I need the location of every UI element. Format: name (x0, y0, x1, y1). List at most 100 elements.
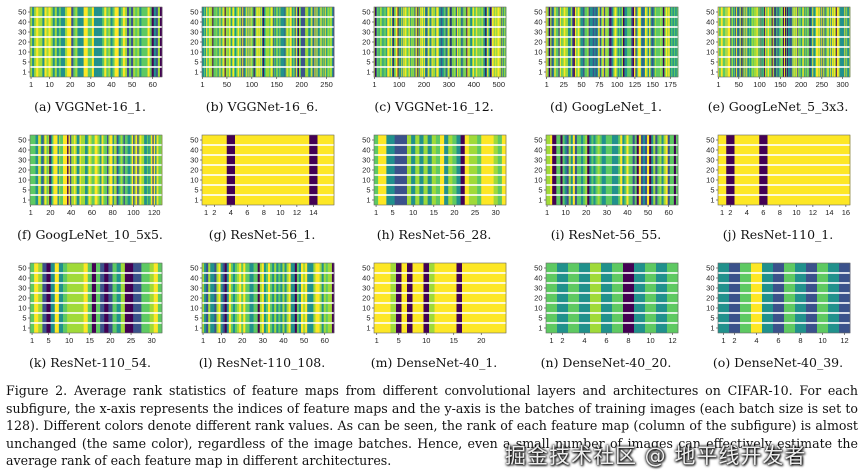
heatmap-column (324, 7, 327, 77)
heatmap-column (268, 263, 271, 333)
heatmap-column (274, 7, 276, 77)
heatmap-column (785, 7, 788, 77)
heatmap-column (122, 7, 126, 77)
row-separator (546, 26, 678, 28)
heatmap-column (239, 7, 241, 77)
heatmap-column (260, 7, 263, 77)
heatmap-column (624, 7, 627, 77)
heatmap-column (787, 7, 790, 77)
y-tick-label: 10 (706, 176, 714, 185)
heatmap-column (261, 263, 265, 333)
heatmap-column (572, 135, 576, 205)
y-tick-label: 20 (534, 294, 542, 303)
heatmap-column (305, 7, 307, 77)
x-tick-label: 12 (293, 208, 301, 217)
heatmap-column (794, 7, 796, 77)
row-separator (546, 292, 678, 294)
heatmap-column (153, 7, 157, 77)
heatmap-column (781, 7, 783, 77)
heatmap-column (816, 7, 818, 77)
heatmap-column (246, 7, 248, 77)
heatmap-column (623, 263, 635, 333)
y-tick-label: 50 (18, 136, 26, 145)
heatmap-column (573, 7, 576, 77)
heatmap-column (261, 7, 264, 77)
x-tick-label: 16 (842, 208, 850, 217)
heatmap-column (741, 7, 743, 77)
heatmap-column (317, 263, 320, 333)
heatmap-column (315, 7, 317, 77)
heatmap-column (751, 7, 754, 77)
y-tick-label: 40 (362, 274, 370, 283)
heatmap-column (579, 135, 582, 205)
heatmap-column (462, 7, 464, 77)
y-tick-label: 20 (18, 166, 26, 175)
heatmap-column (740, 263, 752, 333)
heatmap-column (278, 7, 280, 77)
heatmap-column (780, 7, 782, 77)
heatmap-column (272, 7, 274, 77)
heatmap-column (298, 7, 301, 77)
watermark: 掘金技术社区 @ 地平线开发者 (505, 444, 807, 468)
y-tick-label: 50 (706, 136, 714, 145)
heatmap-column (820, 7, 823, 77)
heatmap-column (91, 263, 97, 333)
heatmap-column (663, 135, 666, 205)
heatmap-column (323, 7, 326, 77)
x-tick-label: 8 (778, 208, 782, 217)
x-tick-label: 10 (45, 80, 53, 89)
heatmap-column (650, 7, 653, 77)
heatmap-column (783, 7, 785, 77)
heatmap-column (597, 135, 600, 205)
x-tick-label: 200 (795, 80, 808, 89)
heatmap-column (594, 7, 596, 77)
heatmap-column (91, 135, 94, 205)
row-separator (30, 322, 162, 324)
heatmap-column (844, 7, 846, 77)
heatmap-column (477, 7, 479, 77)
x-tick-label: 10 (818, 336, 826, 345)
x-tick-label: 6 (245, 208, 249, 217)
heatmap-column (155, 135, 157, 205)
row-separator (374, 282, 506, 284)
y-tick-label: 5 (538, 58, 542, 67)
heatmap-column (727, 7, 729, 77)
heatmap-column (220, 263, 223, 333)
heatmap-column (387, 7, 389, 77)
heatmap-column (718, 135, 727, 205)
heatmap-column (58, 135, 61, 205)
heatmap-column (845, 7, 847, 77)
heatmap-column (601, 7, 603, 77)
heatmap-column (75, 7, 78, 77)
heatmap-column (236, 7, 238, 77)
x-tick-label: 20 (582, 208, 590, 217)
heatmap-column (434, 7, 436, 77)
heatmap-column (432, 7, 434, 77)
y-tick-label: 30 (706, 28, 714, 37)
x-tick-label: 1 (372, 80, 376, 89)
heatmap-column (42, 263, 47, 333)
subfigure-caption: (l) ResNet-110_108. (198, 355, 326, 370)
heatmap-column (430, 7, 432, 77)
subfigure-caption: (b) VGGNet-16_6. (205, 99, 319, 114)
x-tick-label: 20 (66, 80, 74, 89)
heatmap-column (767, 7, 769, 77)
heatmap-column (210, 7, 212, 77)
y-tick-label: 1 (538, 324, 542, 333)
heatmap-column (467, 263, 474, 333)
heatmap-column (255, 7, 258, 77)
heatmap-column (415, 135, 420, 205)
heatmap-column (148, 135, 150, 205)
y-tick-label: 10 (362, 176, 370, 185)
heatmap-column (56, 135, 58, 205)
heatmap-column (675, 135, 679, 205)
heatmap-column (289, 7, 292, 77)
heatmap-column (773, 7, 775, 77)
heatmap-column (292, 7, 295, 77)
heatmap-column (250, 7, 252, 77)
heatmap-column (628, 135, 631, 205)
heatmap-column (215, 7, 217, 77)
heatmap-column (434, 263, 441, 333)
heatmap-column (815, 7, 817, 77)
heatmap-column (394, 7, 397, 77)
